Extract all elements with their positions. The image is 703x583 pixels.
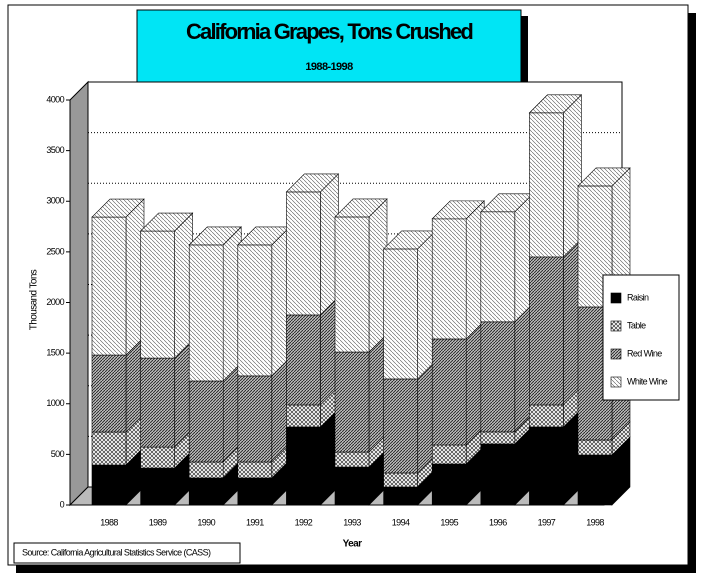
bar-top [528,94,583,114]
bar [480,211,516,323]
bar-top [334,198,388,218]
bar [188,244,224,382]
bar [431,218,467,340]
legend-swatch [610,320,622,332]
bar [140,230,175,359]
source-box [13,542,241,564]
y-tick-label: 2000 [46,297,64,307]
bar [286,314,321,406]
bar [480,443,516,506]
y-tick-label: 3000 [46,196,64,206]
bar [237,244,273,377]
bar [91,464,127,506]
y-tick-label: 3500 [46,145,64,155]
bar [577,439,613,456]
bar [286,191,321,316]
chart-subtitle: 1988-1998 [305,61,353,73]
bar [334,351,370,453]
x-tick-label: 1995 [440,517,458,527]
x-tick-label: 1990 [197,517,215,527]
x-tick-label: 1991 [246,517,264,527]
y-tick-label: 0 [60,499,65,509]
legend-label: White Wine [627,376,668,386]
bar [529,256,564,406]
y-tick-label: 1500 [46,348,64,358]
x-tick-label: 1998 [586,517,604,527]
bar [383,472,418,488]
bar [334,466,370,506]
bar [480,431,516,445]
bar [334,216,370,353]
legend-swatch [610,348,622,360]
bar [480,321,516,433]
bar [188,477,224,506]
bar [286,404,321,428]
bar [140,446,175,469]
bar-top [188,226,242,246]
bar [237,461,273,479]
source: Source: California Agricultural Statisti… [22,547,211,557]
bar-top [285,173,340,193]
bar-top [577,167,631,187]
bar [237,375,273,463]
bar [91,431,127,466]
x-tick-label: 1994 [392,517,410,527]
x-tick-label: 1989 [149,517,167,527]
x-tick-label: 1993 [343,517,361,527]
bar [237,477,273,506]
bar [431,338,467,446]
legend-label: Raisin [627,292,649,302]
chart-title: California Grapes, Tons Crushed [186,19,472,44]
legend-label: Table [627,320,646,330]
bar-top [139,212,194,232]
bar [383,378,418,474]
y-axis-label: Thousand Tons [29,269,40,330]
title-box [136,9,522,85]
bar [383,248,418,380]
x-axis-label: Year [343,539,362,550]
bar [188,380,224,463]
bar-top [91,198,145,218]
bar [286,426,321,506]
y-tick-label: 4000 [46,94,64,104]
bar [91,354,127,433]
y-tick-label: 1000 [46,398,64,408]
bar [334,451,370,468]
bar [431,463,467,506]
x-tick-label: 1992 [295,517,313,527]
side-wall [69,80,89,507]
bar [383,486,418,506]
bar-top [431,200,485,220]
bar [529,404,564,428]
x-tick-label: 1997 [538,517,556,527]
bar [529,426,564,506]
legend-swatch [610,376,622,388]
legend-label: Red Wine [627,348,662,358]
bar [188,461,224,479]
x-tick-label: 1988 [100,517,118,527]
y-tick-label: 500 [51,449,65,459]
y-tick-label: 2500 [46,246,64,256]
x-tick-label: 1996 [489,517,507,527]
bar [529,112,564,258]
bar [140,467,175,506]
legend-swatch [610,292,622,304]
bar [140,357,175,448]
bar [577,454,613,506]
bar [91,216,127,356]
bar [431,444,467,465]
